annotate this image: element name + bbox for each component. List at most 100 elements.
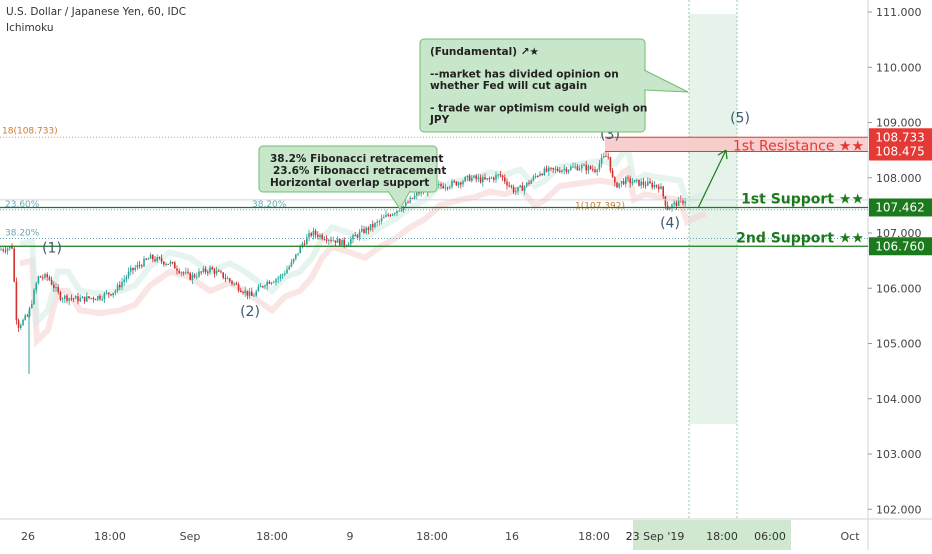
candle-body	[86, 296, 88, 302]
resistance-price-low: 108.475	[875, 145, 925, 159]
x-tick-label: 18:00	[416, 530, 448, 543]
y-tick-label: 106.000	[876, 282, 922, 295]
candle-body	[594, 169, 596, 172]
candle-body	[253, 295, 255, 297]
candle-body	[561, 170, 563, 173]
candle-body	[141, 265, 143, 267]
candle-body	[341, 239, 343, 246]
candle-body	[495, 175, 497, 180]
x-tick-label: Oct	[840, 530, 860, 543]
candle-body	[180, 272, 183, 274]
fib-label: 38.20%	[5, 229, 40, 239]
candle-body	[202, 268, 205, 272]
candle-body	[31, 303, 33, 308]
candle-body	[127, 271, 130, 277]
candle-body	[299, 246, 301, 254]
fundamental-note-line: (Fundamental) ↗★	[430, 46, 539, 58]
candle-body	[471, 177, 473, 181]
y-tick-label: 109.000	[876, 117, 922, 130]
candle-body	[167, 263, 169, 265]
candle-body	[418, 192, 420, 194]
candle-body	[638, 179, 640, 186]
candle-body	[653, 184, 656, 188]
candle-body	[2, 249, 4, 251]
candle-body	[625, 177, 627, 185]
candle-body	[160, 258, 163, 262]
resistance-zone	[605, 137, 868, 152]
fib-note-pointer	[387, 190, 411, 210]
candle-body	[242, 292, 244, 294]
candle-body	[515, 191, 517, 193]
candle-body	[468, 175, 471, 181]
fundamental-note-pointer	[643, 69, 689, 93]
candle-body	[374, 222, 376, 228]
candle-body	[453, 181, 455, 183]
candle-body	[94, 299, 97, 301]
candle-body	[629, 178, 631, 184]
candle-body	[28, 307, 31, 317]
candle-body	[532, 176, 535, 181]
candle-body	[554, 168, 557, 170]
candle-body	[563, 168, 565, 171]
candle-body	[576, 166, 579, 171]
candle-body	[211, 267, 213, 270]
candle-body	[413, 195, 416, 199]
candle-body	[125, 276, 128, 280]
candle-body	[365, 227, 367, 233]
candle-body	[376, 221, 378, 223]
x-tick-label: 18:00	[578, 530, 610, 543]
chart-title: U.S. Dollar / Japanese Yen, 60, IDC	[6, 6, 187, 18]
candle-body	[501, 175, 504, 178]
wave-label: (5)	[730, 111, 750, 127]
candle-body	[521, 185, 524, 191]
x-tick-label-highlight: 06:00	[754, 530, 786, 543]
candle-body	[123, 279, 125, 282]
candle-body	[378, 221, 381, 223]
candle-body	[627, 177, 629, 179]
candle-body	[325, 239, 328, 241]
candle-body	[587, 166, 590, 171]
candle-body	[477, 177, 480, 179]
candle-body	[336, 238, 339, 243]
candle-body	[39, 276, 42, 278]
candle-body	[358, 231, 361, 238]
candle-body	[438, 184, 440, 186]
candle-body	[81, 296, 84, 299]
candle-body	[616, 182, 618, 188]
fib-label: 23.60%	[5, 200, 40, 210]
candle-body	[248, 291, 251, 296]
candle-body	[0, 249, 2, 251]
candle-body	[244, 290, 246, 294]
candle-body	[257, 286, 260, 292]
candle-body	[231, 280, 233, 284]
candle-body	[64, 295, 66, 299]
candle-body	[50, 279, 53, 285]
candle-body	[22, 319, 24, 326]
candle-body	[644, 184, 647, 186]
candle-body	[279, 275, 282, 279]
candle-body	[369, 224, 372, 231]
wave-label: (4)	[660, 215, 680, 231]
y-tick-label: 111.000	[876, 6, 922, 19]
candle-body	[20, 325, 22, 328]
candle-body	[339, 238, 341, 246]
candle-body	[308, 233, 310, 238]
candle-body	[405, 202, 407, 207]
candle-body	[451, 181, 453, 187]
candle-body	[603, 155, 605, 158]
candle-body	[196, 276, 198, 278]
candle-body	[222, 272, 224, 278]
candle-body	[53, 284, 55, 289]
candle-body	[158, 257, 161, 259]
candle-body	[385, 214, 387, 217]
candle-body	[306, 237, 308, 245]
candle-body	[633, 179, 636, 183]
y-tick-label: 110.000	[876, 61, 922, 74]
candle-body	[614, 177, 616, 183]
candle-body	[262, 286, 264, 288]
candle-body	[570, 166, 572, 170]
candle-body	[66, 295, 68, 301]
candle-body	[482, 177, 484, 183]
